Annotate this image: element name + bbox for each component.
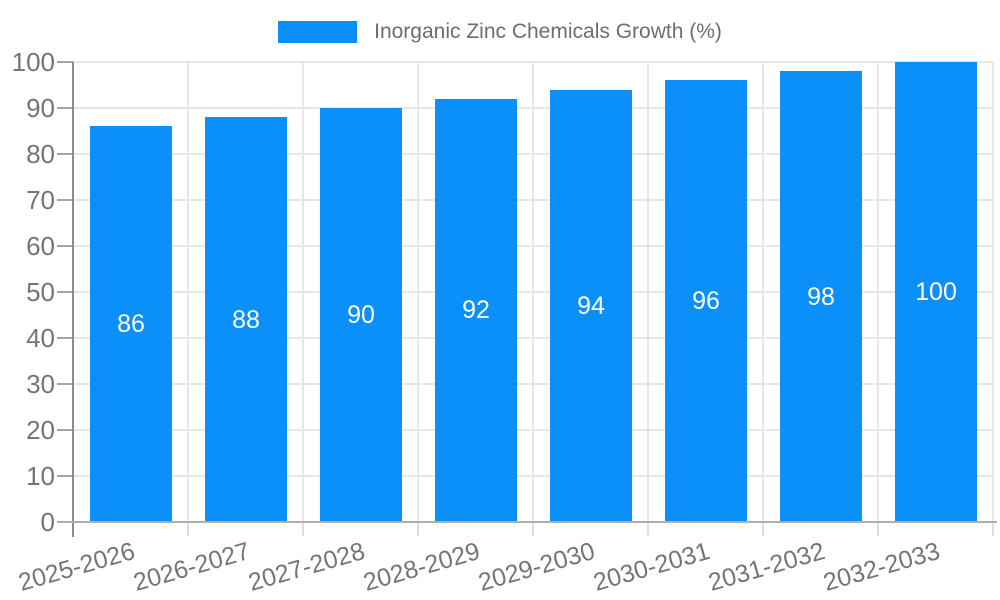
bar-value-label: 92 [462, 296, 490, 325]
gridline-vertical [302, 62, 304, 522]
x-axis-category-label: 2030-2031 [590, 537, 713, 597]
x-axis-tick [762, 522, 764, 536]
gridline-vertical [532, 62, 534, 522]
bar-2027-2028[interactable] [320, 108, 402, 522]
x-axis-category-label: 2032-2033 [820, 537, 943, 597]
x-axis-line [57, 521, 997, 523]
y-axis-tick [57, 153, 73, 155]
x-axis-tick [647, 522, 649, 536]
bar-2030-2031[interactable] [665, 80, 747, 522]
gridline-vertical [992, 62, 994, 522]
y-axis-tick [57, 61, 73, 63]
bar-value-label: 98 [807, 282, 835, 311]
y-axis-tick-label: 100 [11, 47, 55, 77]
legend-label: Inorganic Zinc Chemicals Growth (%) [374, 20, 722, 43]
x-axis-tick [302, 522, 304, 536]
y-axis-tick-label: 0 [40, 507, 55, 537]
y-axis-tick-label: 70 [26, 185, 55, 215]
y-axis-tick [57, 291, 73, 293]
y-axis-tick [57, 245, 73, 247]
x-axis-category-label: 2025-2026 [15, 537, 138, 597]
gridline-vertical [762, 62, 764, 522]
gridline-vertical [417, 62, 419, 522]
bar-value-label: 90 [347, 301, 375, 329]
y-axis-tick-label: 60 [26, 231, 55, 261]
x-axis-category-label: 2031-2032 [705, 537, 828, 597]
y-axis-tick [57, 475, 73, 477]
y-axis-tick-label: 20 [26, 415, 55, 445]
x-axis-category-label: 2029-2030 [475, 537, 598, 597]
gridline-vertical [877, 62, 879, 522]
bar-2032-2033[interactable] [895, 62, 977, 522]
x-axis-category-label: 2028-2029 [360, 537, 483, 597]
legend-swatch [278, 21, 358, 43]
x-axis-tick [877, 522, 879, 536]
x-axis-tick [187, 522, 189, 536]
bar-value-label: 100 [915, 278, 957, 306]
bar-2026-2027[interactable] [205, 117, 287, 522]
bar-value-label: 86 [117, 310, 145, 339]
bar-2025-2026[interactable] [90, 126, 172, 522]
y-axis-tick [57, 337, 73, 339]
gridline-vertical [187, 62, 189, 522]
x-axis-category-label: 2027-2028 [245, 537, 368, 597]
y-axis-tick [57, 429, 73, 431]
legend[interactable]: Inorganic Zinc Chemicals Growth (%) [0, 20, 1000, 44]
y-axis-tick-label: 50 [26, 277, 55, 307]
y-axis-tick-label: 30 [26, 369, 55, 399]
bar-2029-2030[interactable] [550, 89, 632, 522]
x-axis-tick [992, 522, 994, 536]
y-axis-tick-label: 10 [26, 461, 55, 491]
y-axis-line [72, 62, 74, 537]
bar-value-label: 94 [577, 291, 605, 320]
x-axis-tick [532, 522, 534, 536]
y-axis-tick-label: 80 [26, 139, 55, 169]
bar-value-label: 96 [692, 287, 720, 316]
y-axis-tick [57, 199, 73, 201]
gridline-vertical [647, 62, 649, 522]
bar-value-label: 88 [232, 305, 260, 334]
x-axis-category-label: 2026-2027 [130, 537, 253, 597]
bar-2031-2032[interactable] [780, 71, 862, 522]
y-axis-tick [57, 383, 73, 385]
y-axis-tick-label: 90 [26, 93, 55, 123]
y-axis-tick [57, 107, 73, 109]
x-axis-tick [417, 522, 419, 536]
y-axis-tick-label: 40 [26, 323, 55, 353]
bar-2028-2029[interactable] [435, 98, 517, 522]
